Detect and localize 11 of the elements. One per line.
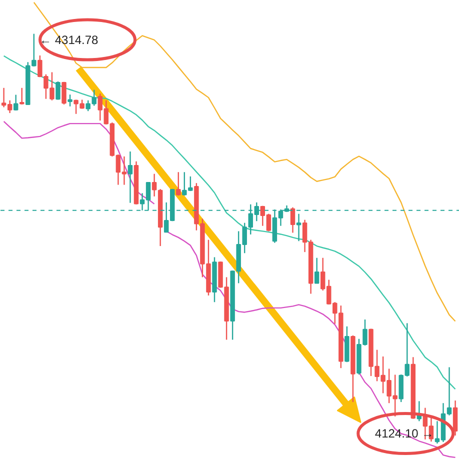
candlestick bbox=[314, 257, 320, 284]
candlestick bbox=[128, 150, 133, 204]
candlestick bbox=[13, 94, 18, 112]
candlestick bbox=[290, 206, 296, 234]
candlestick bbox=[62, 81, 66, 106]
candlestick bbox=[20, 87, 24, 106]
candlestick bbox=[152, 173, 157, 198]
candlestick bbox=[68, 94, 72, 107]
candlestick bbox=[176, 172, 181, 196]
candlestick bbox=[296, 213, 302, 242]
candlestick bbox=[56, 80, 60, 100]
